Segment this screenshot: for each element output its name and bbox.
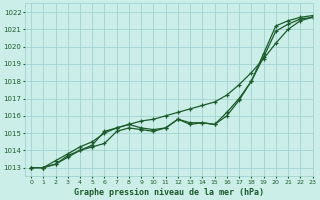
X-axis label: Graphe pression niveau de la mer (hPa): Graphe pression niveau de la mer (hPa) [74,188,264,197]
